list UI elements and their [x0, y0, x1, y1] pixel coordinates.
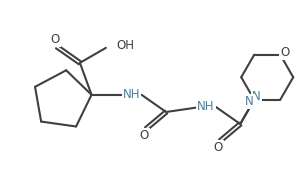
- Text: O: O: [281, 46, 290, 59]
- Text: N: N: [252, 90, 261, 103]
- Text: N: N: [245, 95, 254, 108]
- Text: OH: OH: [116, 39, 134, 52]
- Text: O: O: [140, 129, 149, 142]
- Text: O: O: [214, 141, 223, 154]
- Text: O: O: [50, 33, 60, 46]
- Text: NH: NH: [123, 88, 140, 101]
- Text: NH: NH: [197, 100, 215, 113]
